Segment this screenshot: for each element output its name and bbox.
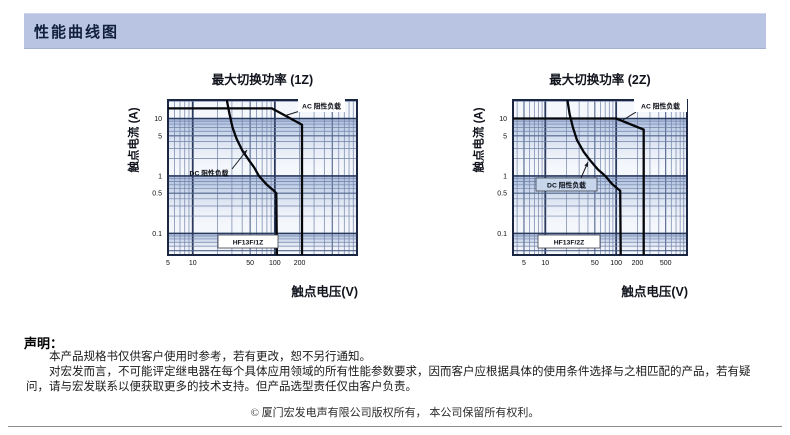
ac-load-curve (513, 117, 645, 255)
svg-text:200: 200 (294, 260, 306, 267)
svg-text:1: 1 (158, 173, 162, 180)
gridlines-vertical (516, 100, 685, 255)
svg-text:100: 100 (610, 260, 622, 267)
chart-2z-svg: AC 阻性负载 DC 阻性负载 HF13F/2Z 5 10 50 100 200 500 10 5 1… (497, 99, 688, 267)
svg-text:10: 10 (189, 260, 197, 267)
annotation: DC 阻性负载 (535, 161, 598, 192)
annotation: AC 阻性负载 (283, 99, 345, 117)
chart-2z-title: 最大切换功率 (2Z) (549, 73, 651, 87)
gridlines-horizontal (168, 100, 357, 252)
svg-text:0.1: 0.1 (152, 231, 162, 238)
copyright-text: © 厦门宏发电声有限公司版权所有， 本公司保留所有权利。 (250, 407, 540, 419)
statement-body: 本产品规格书仅供客户使用时参考，若有更改，恕不另行通知。 对宏发而言，不可能评定… (26, 350, 768, 395)
svg-text:10: 10 (541, 260, 549, 267)
svg-text:5: 5 (522, 260, 526, 267)
svg-text:0.1: 0.1 (497, 231, 507, 238)
chart-1z-title: 最大切换功率 (1Z) (211, 73, 314, 87)
footer-divider (8, 426, 782, 427)
svg-text:1: 1 (503, 173, 507, 180)
page-title: 性能曲线图 (34, 24, 120, 41)
statement-paragraph: 对宏发而言，不可能评定继电器在每个具体应用领域的所有性能参数要求，因而客户应根据… (26, 366, 751, 393)
section-header-bar: 性能曲线图 (24, 13, 766, 49)
svg-text:5: 5 (158, 133, 162, 140)
tick-labels: 5 10 50 100 200 500 10 5 1 0.5 0.1 (497, 116, 671, 267)
svg-text:HF13F/1Z: HF13F/1Z (233, 240, 264, 247)
svg-text:HF13F/2Z: HF13F/2Z (554, 240, 585, 247)
ac-load-curve (168, 107, 304, 255)
chart-1z-svg: AC 阻性负载 DC 阻性负载 HF13F/1Z 5 10 50 100 200 10 5 1 0.5… (152, 99, 358, 267)
chart-1z-x-axis-label: 触点电压(V) (291, 285, 358, 299)
svg-text:DC 阻性负载: DC 阻性负载 (190, 169, 229, 178)
tick-labels: 5 10 50 100 200 10 5 1 0.5 0.1 (152, 116, 305, 267)
dc-load-curve (566, 99, 622, 256)
arrowhead (584, 162, 588, 167)
svg-text:0.5: 0.5 (152, 191, 162, 198)
svg-text:5: 5 (166, 260, 170, 267)
svg-text:50: 50 (591, 260, 599, 267)
plot-border (167, 99, 358, 256)
grid-band (168, 175, 357, 234)
svg-text:AC 阻性负载: AC 阻性负载 (641, 102, 680, 111)
svg-text:500: 500 (660, 260, 672, 267)
dc-load-curve (225, 99, 279, 256)
arrowhead (242, 150, 247, 155)
plot-border (512, 99, 688, 256)
annotation: AC 阻性负载 (622, 99, 687, 121)
chart-2z-plot: AC 阻性负载 DC 阻性负载 HF13F/2Z 5 10 50 100 200 500 10 5 1… (468, 88, 697, 274)
statement-paragraph: 本产品规格书仅供客户使用时参考，若有更改，恕不另行通知。 (49, 351, 371, 363)
svg-text:5: 5 (503, 133, 507, 140)
svg-text:DC 阻性负载: DC 阻性负载 (547, 181, 586, 190)
annotation: DC 阻性负载 (190, 149, 248, 178)
svg-text:10: 10 (499, 116, 507, 123)
statement-heading: 声明： (24, 336, 64, 351)
svg-text:50: 50 (246, 260, 254, 267)
svg-text:200: 200 (632, 260, 644, 267)
annotation: HF13F/1Z (217, 234, 279, 249)
grid-band (168, 118, 357, 176)
svg-text:0.5: 0.5 (497, 191, 507, 198)
svg-text:AC 阻性负载: AC 阻性负载 (302, 102, 341, 111)
svg-text:10: 10 (154, 116, 162, 123)
chart-2z-x-axis-label: 触点电压(V) (621, 285, 688, 299)
chart-1z-plot: AC 阻性负载 DC 阻性负载 HF13F/1Z 5 10 50 100 200 10 5 1 0.5… (123, 88, 367, 274)
annotation: HF13F/2Z (537, 234, 601, 249)
gridlines-vertical (174, 100, 354, 255)
svg-text:100: 100 (269, 260, 281, 267)
